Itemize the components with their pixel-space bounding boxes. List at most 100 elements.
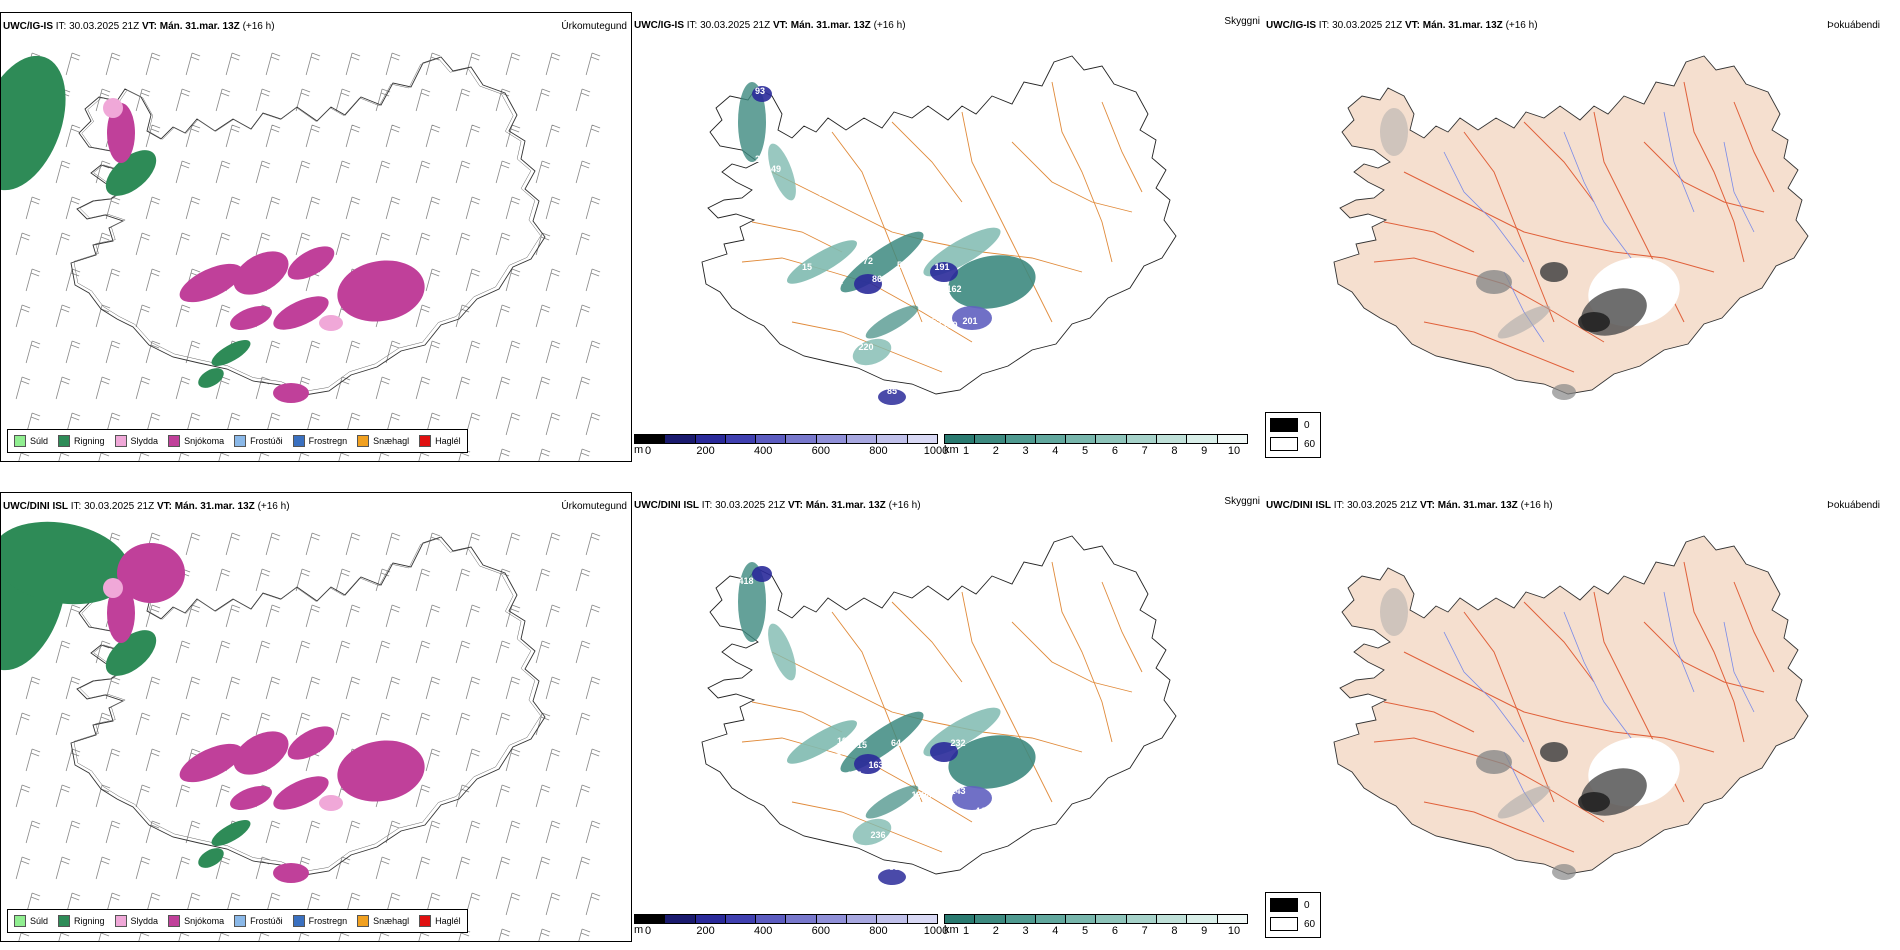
colorbar-swatch: [1217, 915, 1247, 923]
colorbar-ticks: 1 2 3 4 5 6 7 8 9 10: [944, 444, 1248, 457]
colorbar-tick: 600: [811, 925, 830, 937]
colorbar-swatch: [695, 915, 726, 923]
colorbar-tick: 1000: [923, 925, 949, 937]
colorbar-tick: 10: [1227, 925, 1241, 937]
snow-depth-label: 72: [863, 256, 873, 266]
legend-swatch: [419, 915, 432, 927]
colorbar-swatch: [945, 915, 976, 923]
colorbar-swatch: [725, 915, 757, 923]
visibility-panel-2: UWC/DINI ISL IT: 30.03.2025 21Z VT: Mán.…: [632, 492, 1264, 942]
colorbar-tick: 1000: [923, 445, 949, 457]
snow-depth-label: 49: [771, 164, 781, 174]
legend-swatch: [58, 435, 71, 447]
ptype-legend-item: Súld: [14, 435, 48, 447]
snow-depth-label: 163: [868, 760, 883, 770]
colorbar-ticks: 1 2 3 4 5 6 7 8 9 10: [944, 924, 1248, 937]
snow-depth-label: 15: [857, 740, 867, 750]
ptype-legend-item: Súld: [14, 915, 48, 927]
legend-label: Frostregn: [308, 436, 348, 446]
colorbar-swatch: [945, 435, 976, 443]
colorbar-swatch: [1035, 435, 1067, 443]
colorbar-swatch: [816, 435, 848, 443]
colorbar-tick: 6: [1111, 925, 1118, 937]
snow-depth-label: 108: [824, 784, 839, 794]
colorbar-tick: 400: [754, 925, 773, 937]
legend-label: Snæhagl: [373, 436, 410, 446]
snow-depth-label: 15: [802, 262, 812, 272]
colorbar-tick: 4: [1052, 445, 1059, 457]
snow-depth-label: 220: [858, 342, 873, 352]
fog-map: [1333, 535, 1809, 880]
colorbar-tick: 200: [696, 925, 715, 937]
colorbar-swatch: [756, 915, 787, 923]
fog-legend: 0 60: [1265, 412, 1321, 458]
snow-depth-label: 23: [733, 554, 743, 564]
panel-type-label: Skyggni: [1224, 496, 1260, 507]
panel-title-1c: UWC/IG-IS IT: 30.03.2025 21Z VT: Mán. 31…: [1266, 20, 1538, 31]
colorbar-swatch: [786, 435, 817, 443]
fog-map: [1333, 55, 1809, 400]
legend-label: Slydda: [130, 436, 159, 446]
snow-depth-label: 85: [887, 386, 897, 396]
legend-label: Haglél: [435, 916, 461, 926]
colorbar-unit: km: [944, 444, 959, 456]
legend-swatch: [168, 915, 181, 927]
ptype-legend-item: Snjókoma: [168, 435, 224, 447]
fog-panel-2: UWC/DINI ISL IT: 30.03.2025 21Z VT: Mán.…: [1264, 492, 1900, 942]
colorbar-tick: 4: [1052, 925, 1059, 937]
snow-depth-label: 93: [755, 86, 765, 96]
precip-type-map: [1, 521, 601, 941]
colorbar-swatch: [1096, 435, 1127, 443]
colorbar-tick: 800: [869, 925, 888, 937]
snow-depth-label: 88: [889, 862, 899, 872]
legend-label: Súld: [30, 436, 49, 446]
snow-depth-label: 207: [888, 362, 903, 372]
snow-depth-label: 44: [975, 806, 985, 816]
panel-type-label: Úrkomutegund: [561, 501, 627, 512]
colorbar-blocks: [944, 914, 1248, 924]
ptype-legend-item: Haglél: [419, 435, 461, 447]
snow-depth-label: 139: [942, 320, 957, 330]
colorbar-swatch: [786, 915, 817, 923]
legend-swatch: [114, 435, 127, 447]
colorbar-swatch: [665, 435, 696, 443]
colorbar-unit: m: [634, 924, 644, 936]
colorbar-tick: 400: [754, 445, 773, 457]
snow-colorbar: 0 200 400 600 800 1000 m: [634, 434, 948, 457]
snow-depth-label: 20: [755, 154, 765, 164]
colorbar-swatch: [635, 915, 666, 923]
ptype-legend-item: Frostúði: [234, 915, 283, 927]
ptype-panel-2: UWC/DINI ISL IT: 30.03.2025 21Z VT: Mán.…: [0, 492, 632, 942]
colorbar-swatch: [1187, 915, 1218, 923]
colorbar-tick: 7: [1141, 925, 1148, 937]
colorbar-ticks: 0 200 400 600 800 1000: [634, 444, 948, 457]
colorbar-swatch: [635, 435, 666, 443]
legend-label: Slydda: [130, 916, 159, 926]
snow-depth-label: 13988: [911, 790, 936, 800]
snow-depth-label: 378: [920, 770, 935, 780]
legend-label: Frostúði: [250, 916, 283, 926]
colorbar-swatch: [1005, 915, 1036, 923]
colorbar-swatch: [756, 435, 787, 443]
ptype-legend-item: Rigning: [58, 915, 105, 927]
colorbar-tick: 0: [644, 445, 652, 457]
colorbar-swatch: [975, 915, 1006, 923]
ptype-legend-item: Snæhagl: [357, 435, 409, 447]
ptype-legend-item: Haglél: [419, 915, 461, 927]
legend-swatch: [234, 915, 247, 927]
colorbar-tick: 1: [962, 925, 970, 937]
colorbar-tick: 8: [1171, 925, 1178, 937]
panel-title-2: UWC/DINI ISL IT: 30.03.2025 21Z VT: Mán.…: [3, 501, 290, 512]
colorbar-tick: 9: [1201, 445, 1208, 457]
legend-swatch: [357, 435, 370, 447]
snow-depth-label: 418: [738, 576, 753, 586]
ptype-legend-item: Snæhagl: [357, 915, 409, 927]
colorbar-tick: 600: [811, 445, 830, 457]
ptype-legend: Súld Rigning Slydda Snjókoma Frostúði Frostre…: [7, 429, 468, 453]
colorbar-swatch: [877, 435, 908, 443]
colorbar-tick: 8: [1171, 445, 1178, 457]
panel-type-label: Skyggni: [1224, 16, 1260, 27]
snow-depth-label: 165: [926, 316, 941, 326]
legend-swatch: [14, 435, 26, 447]
colorbar-tick: 10: [1227, 445, 1241, 457]
